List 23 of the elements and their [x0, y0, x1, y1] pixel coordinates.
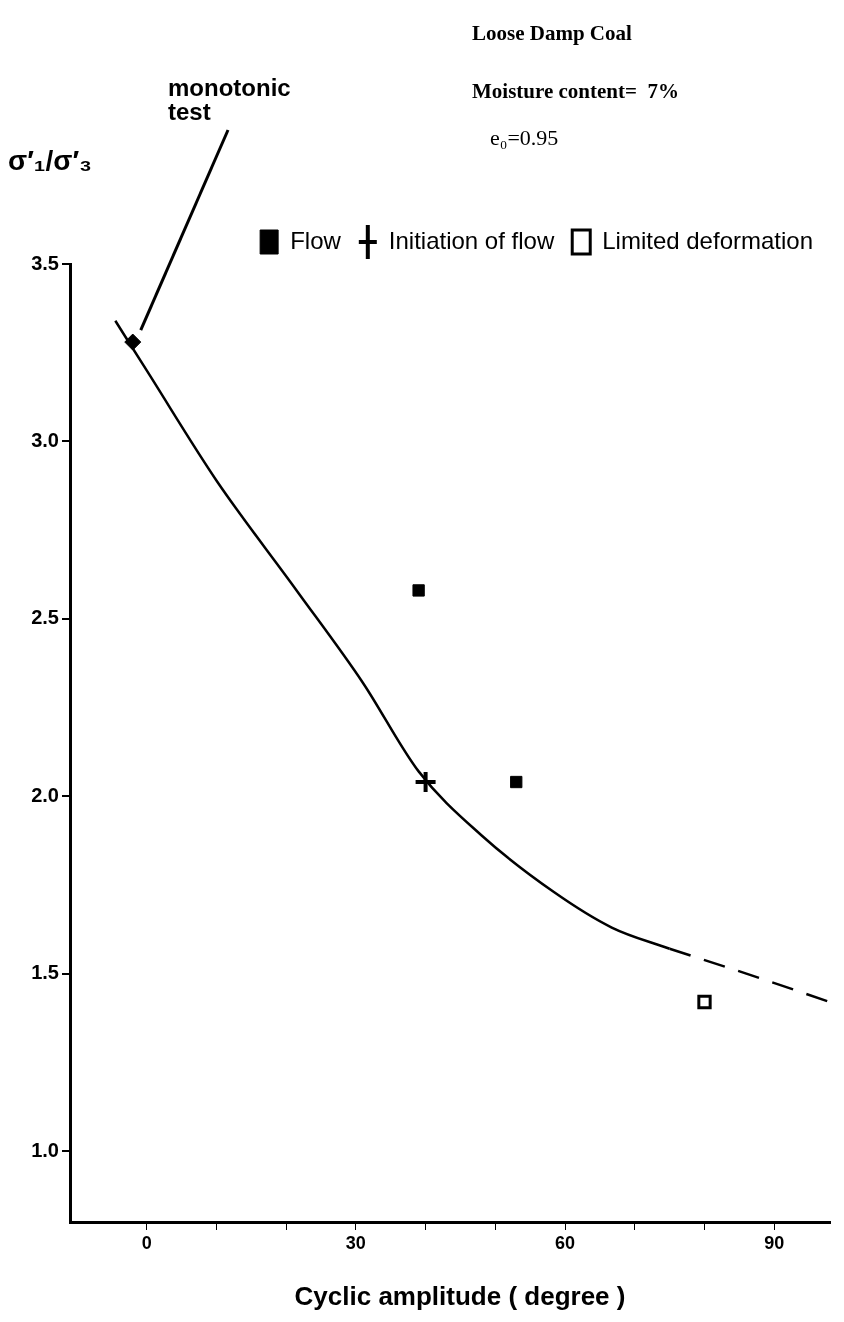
y-tick-label: 1.5	[31, 961, 59, 984]
y-tick-label: 3.0	[31, 428, 59, 451]
point	[697, 994, 712, 1010]
text: Moisture content= 7%	[472, 79, 679, 103]
y-axis-title: σ′₁/σ′₃	[8, 145, 93, 176]
x-axis-title: Cyclic amplitude ( degree )	[294, 1281, 626, 1311]
chart-title: Loose Damp Coal	[472, 21, 632, 45]
legend-label: Limited deformation	[602, 226, 814, 254]
text: e₀=0.95	[490, 125, 559, 150]
y-tick-label: 1.0	[31, 1138, 59, 1161]
y-tick-label: 2.0	[31, 783, 59, 806]
text: monotonic test	[168, 74, 291, 125]
point	[510, 775, 523, 789]
legend-label: Initiation of flow	[388, 226, 555, 254]
point	[412, 584, 425, 597]
x-tick-label: 60	[555, 1232, 576, 1253]
point	[413, 770, 438, 795]
legend-label: Flow	[290, 226, 342, 254]
x-tick-label: 30	[345, 1232, 366, 1253]
y-tick-label: 2.5	[31, 606, 59, 629]
y-tick-label: 3.5	[31, 251, 59, 274]
x-tick-label: 0	[141, 1232, 152, 1253]
x-tick-label: 90	[764, 1232, 785, 1253]
